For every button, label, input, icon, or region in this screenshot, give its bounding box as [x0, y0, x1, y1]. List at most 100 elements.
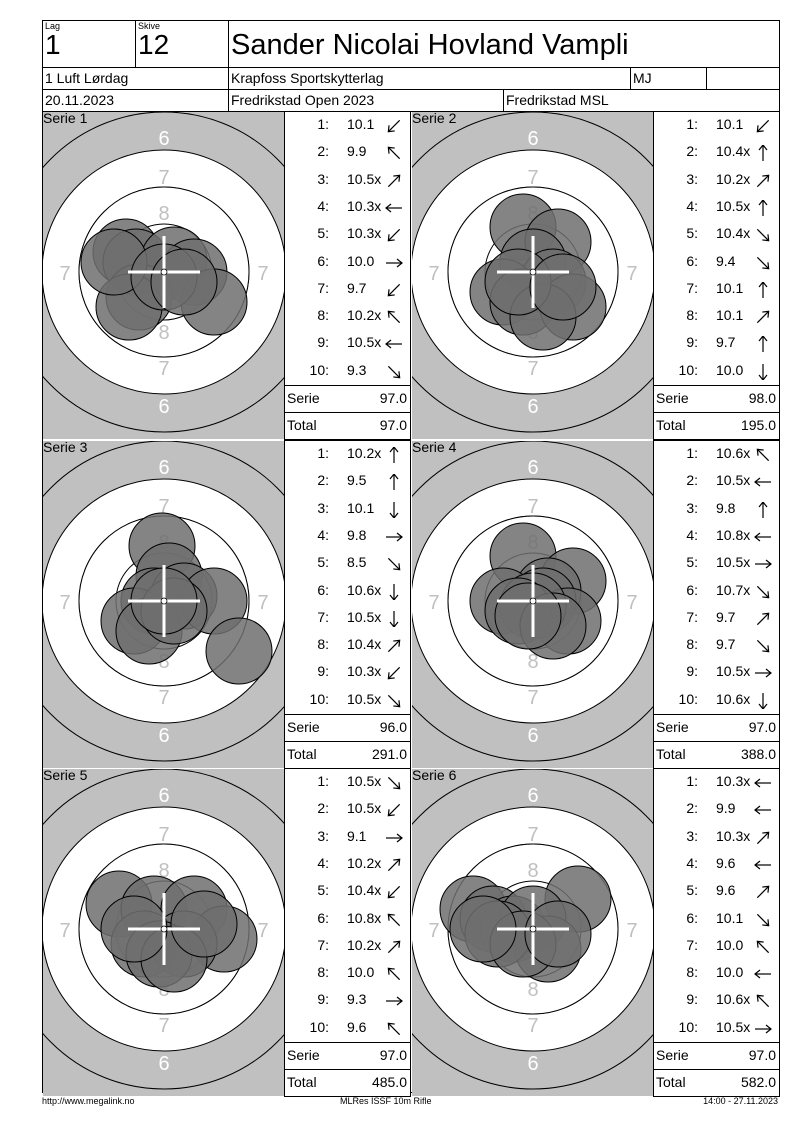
shot-row: 10: 9.6 — [285, 1015, 410, 1042]
shot-row: 7: 9.7 — [654, 605, 779, 632]
shot-score: 9.6 — [716, 854, 736, 871]
lag-value: 1 — [45, 29, 61, 60]
shot-row: 9: 9.7 — [654, 330, 779, 357]
shot-number: 10: — [678, 690, 698, 707]
shot-list: 1: 10.6x 2: 10.5x 3: 9.8 4: 10.8x 5: 10.5x 6:… — [653, 440, 780, 769]
shot-row: 1: 10.2x — [285, 441, 410, 468]
footer-url[interactable]: http://www.megalink.no — [42, 1096, 135, 1106]
total-label: Total — [656, 746, 686, 762]
shot-score: 9.3 — [347, 361, 367, 378]
serie-label: Serie — [287, 1047, 320, 1063]
shot-score: 9.6 — [347, 1018, 367, 1035]
shot-score: 9.7 — [716, 334, 736, 351]
serie-sum-row: Serie 97.0 — [285, 1042, 410, 1069]
serie-value: 98.0 — [748, 390, 776, 406]
svg-text:7: 7 — [626, 592, 637, 614]
total-row: Total 291.0 — [285, 741, 410, 768]
shot-score: 10.5x — [347, 690, 382, 707]
shot-row: 7: 10.2x — [285, 933, 410, 960]
shot-number: 7: — [317, 936, 329, 953]
shot-number: 1: — [686, 773, 698, 789]
shot-number: 7: — [686, 936, 698, 953]
shot-row: 4: 10.2x — [285, 851, 410, 878]
shot-number: 6: — [686, 252, 698, 269]
footer-timestamp: 14:00 - 27.11.2023 — [703, 1096, 778, 1106]
shot-row: 6: 10.1 — [654, 906, 779, 933]
series-title: Serie 2 — [412, 112, 457, 126]
shot-row: 4: 10.8x — [654, 523, 779, 550]
shot-row: 1: 10.1 — [654, 112, 779, 139]
shot-number: 2: — [317, 472, 329, 489]
svg-text:8: 8 — [527, 979, 538, 1001]
shot-number: 1: — [686, 116, 698, 132]
shot-score: 10.2x — [347, 936, 382, 953]
shot-number: 2: — [317, 143, 329, 160]
shot-number: 1: — [317, 116, 329, 132]
serie-value: 97.0 — [748, 719, 776, 735]
shot-number: 3: — [317, 499, 329, 516]
shot-score: 10.1 — [716, 307, 744, 324]
serie-sum-row: Serie 98.0 — [654, 385, 779, 412]
shot-score: 9.8 — [716, 499, 736, 516]
shot-row: 1: 10.6x — [654, 441, 779, 468]
shot-number: 4: — [317, 197, 329, 214]
shot-number: 3: — [317, 170, 329, 187]
svg-text:7: 7 — [428, 592, 439, 614]
serie-label: Serie — [656, 390, 689, 406]
shot-score: 10.0 — [347, 964, 375, 981]
shot-row: 9: 10.5x — [654, 659, 779, 686]
shot-number: 8: — [686, 636, 698, 653]
shot-number: 7: — [317, 279, 329, 296]
shot-row: 5: 9.6 — [654, 878, 779, 905]
shot-row: 10: 9.3 — [285, 358, 410, 385]
shot-score: 10.2x — [347, 854, 382, 871]
shot-score: 10.1 — [347, 116, 375, 132]
organizer: Fredrikstad MSL — [506, 92, 609, 108]
shot-row: 5: 10.3x — [285, 221, 410, 248]
shot-score: 9.7 — [716, 636, 736, 653]
competition: Fredrikstad Open 2023 — [231, 92, 375, 108]
svg-text:6: 6 — [158, 1053, 169, 1075]
svg-text:6: 6 — [527, 457, 538, 479]
shot-number: 1: — [317, 445, 329, 461]
shot-number: 2: — [686, 143, 698, 160]
shot-number: 8: — [317, 307, 329, 324]
shot-row: 5: 10.4x — [285, 878, 410, 905]
series-title: Serie 1 — [43, 112, 88, 126]
shot-score: 10.2x — [716, 170, 751, 187]
shot-number: 10: — [309, 361, 329, 378]
shot-row: 10: 10.0 — [654, 358, 779, 385]
svg-text:7: 7 — [59, 592, 70, 614]
shot-number: 3: — [686, 499, 698, 516]
skive-cell: Skive 12 — [135, 20, 229, 68]
shot-row: 3: 10.2x — [654, 167, 779, 194]
svg-text:6: 6 — [158, 725, 169, 747]
shot-score: 10.2x — [347, 445, 382, 461]
total-value: 388.0 — [740, 746, 776, 762]
total-value: 97.0 — [379, 417, 407, 433]
shot-row: 9: 9.3 — [285, 987, 410, 1014]
shot-score: 10.2x — [347, 307, 382, 324]
class-cell: 1 Luft Lørdag — [42, 67, 229, 90]
shot-score: 10.3x — [347, 225, 382, 242]
shot-score: 10.5x — [716, 554, 751, 571]
shot-number: 10: — [678, 1018, 698, 1035]
serie-sum-row: Serie 97.0 — [654, 1042, 779, 1069]
shot-score: 10.7x — [716, 581, 751, 598]
shot-score: 10.5x — [716, 663, 751, 680]
total-value: 485.0 — [371, 1074, 407, 1090]
shot-number: 5: — [317, 882, 329, 899]
skive-label: Skive — [138, 21, 161, 31]
shot-score: 10.5x — [347, 773, 382, 789]
shot-row: 8: 10.0 — [654, 960, 779, 987]
shot-list: 1: 10.3x 2: 9.9 3: 10.3x 4: 9.6 5: 9.6 6: 10.1… — [653, 768, 780, 1097]
total-row: Total 582.0 — [654, 1069, 779, 1096]
total-label: Total — [656, 1074, 686, 1090]
shot-score: 10.5x — [347, 800, 382, 817]
shot-score: 9.8 — [347, 526, 367, 543]
shot-score: 10.3x — [716, 827, 751, 844]
shot-row: 7: 10.5x — [285, 605, 410, 632]
